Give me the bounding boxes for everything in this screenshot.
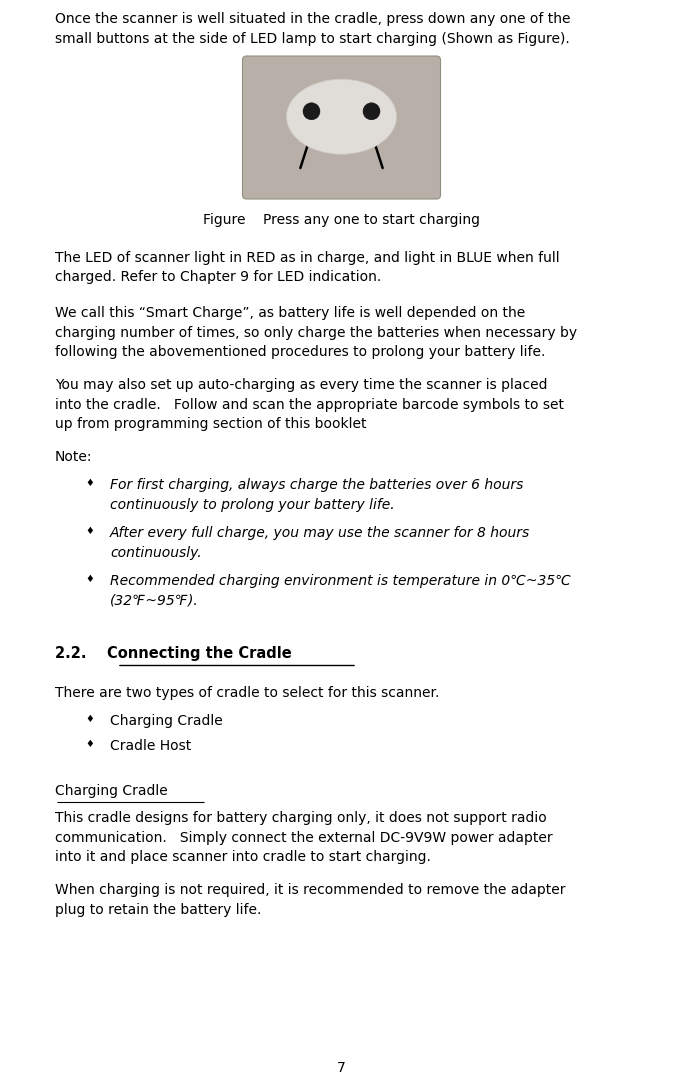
Text: ♦: ♦ [85, 739, 94, 749]
Text: Figure    Press any one to start charging: Figure Press any one to start charging [203, 213, 480, 227]
Text: Once the scanner is well situated in the cradle, press down any one of the
small: Once the scanner is well situated in the… [55, 12, 570, 45]
Text: For first charging, always charge the batteries over 6 hours
continuously to pro: For first charging, always charge the ba… [110, 478, 523, 511]
Circle shape [303, 103, 320, 120]
Text: The LED of scanner light in RED as in charge, and light in BLUE when full
charge: The LED of scanner light in RED as in ch… [55, 251, 559, 284]
Text: You may also set up auto-charging as every time the scanner is placed
into the c: You may also set up auto-charging as eve… [55, 378, 564, 431]
Text: ♦: ♦ [85, 526, 94, 536]
Ellipse shape [286, 79, 397, 155]
Text: ♦: ♦ [85, 574, 94, 584]
Text: 2.2.    Connecting the Cradle: 2.2. Connecting the Cradle [55, 646, 292, 660]
Text: Recommended charging environment is temperature in 0℃~35℃
(32℉~95℉).: Recommended charging environment is temp… [110, 574, 571, 608]
FancyBboxPatch shape [242, 56, 441, 199]
Text: After every full charge, you may use the scanner for 8 hours
continuously.: After every full charge, you may use the… [110, 526, 530, 560]
Text: When charging is not required, it is recommended to remove the adapter
plug to r: When charging is not required, it is rec… [55, 883, 566, 917]
Text: 7: 7 [337, 1060, 346, 1075]
Text: Charging Cradle: Charging Cradle [110, 713, 223, 728]
Circle shape [363, 103, 380, 120]
Text: ♦: ♦ [85, 478, 94, 488]
Text: Note:: Note: [55, 450, 92, 464]
Text: Charging Cradle: Charging Cradle [55, 784, 168, 798]
Text: ♦: ♦ [85, 713, 94, 724]
Text: This cradle designs for battery charging only, it does not support radio
communi: This cradle designs for battery charging… [55, 811, 553, 864]
Text: There are two types of cradle to select for this scanner.: There are two types of cradle to select … [55, 686, 439, 700]
Text: We call this “Smart Charge”, as battery life is well depended on the
charging nu: We call this “Smart Charge”, as battery … [55, 306, 577, 359]
Text: Cradle Host: Cradle Host [110, 739, 191, 753]
